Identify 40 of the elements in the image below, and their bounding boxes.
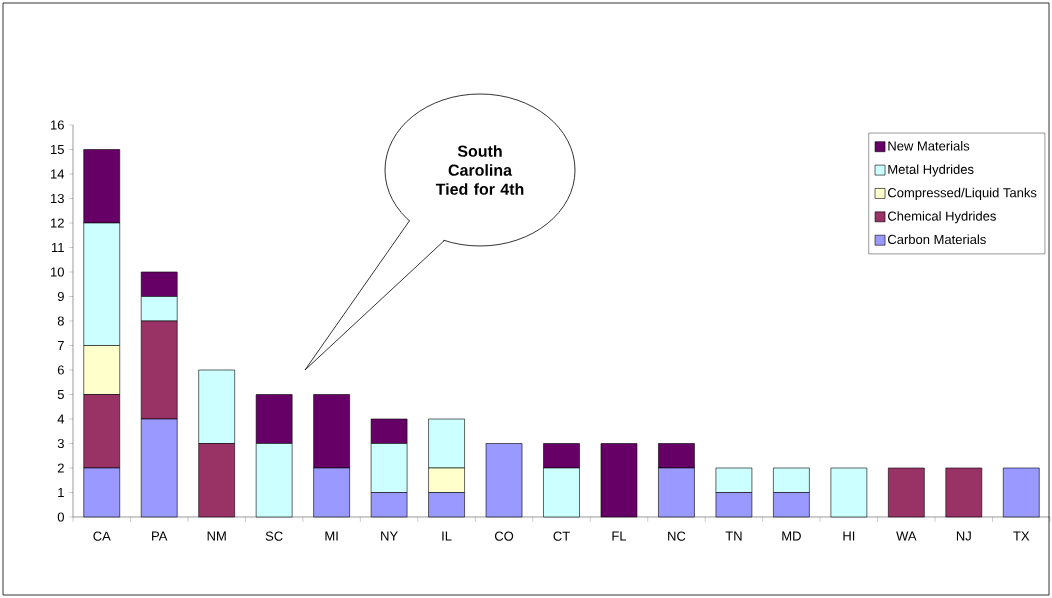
y-tick-label: 4 xyxy=(57,414,65,424)
y-tick-label: 5 xyxy=(57,389,64,400)
y-tick-label: 13 xyxy=(51,193,64,204)
y-tick-label: 8 xyxy=(57,316,64,326)
x-tick-label: MI xyxy=(325,531,338,541)
legend-label: Chemical Hydrides xyxy=(888,211,996,224)
annotation: South Carolina Tied for 4th xyxy=(435,145,524,195)
x-tick-label: NC xyxy=(668,531,686,541)
x-tick-label: MD xyxy=(782,531,801,541)
y-tick-label: 6 xyxy=(57,365,64,375)
x-tick-label: NY xyxy=(381,531,398,541)
x-tick-label: CT xyxy=(553,531,570,541)
x-tick-label: IL xyxy=(442,531,452,541)
legend-label: Compressed/Liquid Tanks xyxy=(888,187,1037,200)
legend-label: Metal Hydrides xyxy=(888,164,974,177)
y-tick-label: 10 xyxy=(51,267,64,277)
y-tick-label: 7 xyxy=(57,341,64,350)
x-tick-label: HI xyxy=(843,531,855,541)
x-tick-label: SC xyxy=(265,531,283,541)
x-tick-label: PA xyxy=(152,531,168,541)
x-tick-label: NM xyxy=(207,531,226,541)
y-tick-label: 11 xyxy=(51,243,64,252)
legend-label: Carbon Materials xyxy=(888,234,986,245)
x-tick-label: NJ xyxy=(956,531,971,541)
y-tick-label: 15 xyxy=(51,144,64,155)
y-tick-label: 1 xyxy=(58,488,64,497)
x-tick-label: TN xyxy=(725,531,742,541)
x-tick-label: CA xyxy=(93,531,111,541)
legend-label: New Materials xyxy=(888,141,970,151)
y-tick-label: 0 xyxy=(57,512,64,522)
y-tick-label: 3 xyxy=(57,438,64,449)
y-tick-label: 16 xyxy=(51,120,64,130)
x-tick-label: TX xyxy=(1013,531,1030,541)
y-tick-label: 9 xyxy=(57,291,64,302)
y-tick-label: 2 xyxy=(57,463,64,473)
x-tick-label: FL xyxy=(612,531,627,541)
x-tick-label: CO xyxy=(494,531,514,541)
x-tick-label: WA xyxy=(896,531,917,541)
y-tick-label: 14 xyxy=(51,169,65,179)
y-tick-label: 12 xyxy=(51,218,64,228)
